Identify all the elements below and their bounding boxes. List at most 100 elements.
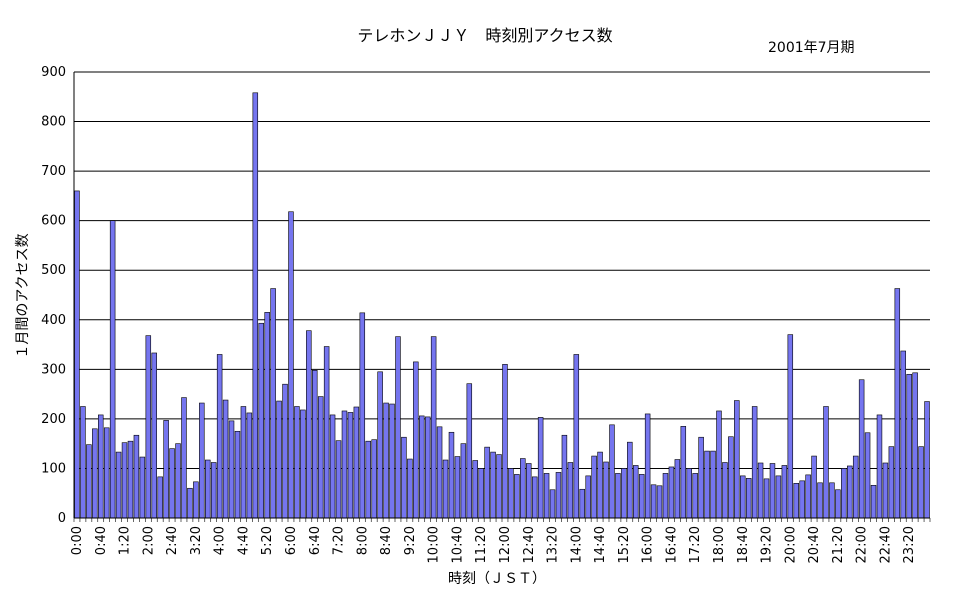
x-tick-label: 22:00: [855, 526, 870, 563]
y-tick-label: 600: [41, 214, 66, 229]
bar: [264, 312, 270, 519]
bar: [686, 468, 692, 519]
bar: [74, 190, 80, 519]
x-tick-label: 23:20: [902, 526, 917, 563]
bar: [716, 410, 722, 519]
x-tick-label: 2:00: [141, 526, 156, 555]
bar: [537, 417, 544, 519]
x-tick-label: 1:20: [118, 526, 133, 555]
x-tick-label: 8:00: [355, 526, 370, 555]
x-tick-label: 0:00: [70, 526, 85, 555]
x-tick-label: 16:00: [641, 526, 656, 563]
chart-title: テレホンＪＪＹ 時刻別アクセス数: [357, 26, 613, 45]
x-tick-label: 10:40: [450, 526, 465, 563]
bar: [216, 354, 223, 519]
y-tick-label: 500: [41, 263, 66, 278]
bar: [163, 420, 169, 519]
bar: [103, 427, 110, 519]
bar: [734, 400, 740, 519]
bar: [377, 371, 383, 519]
bar: [389, 403, 395, 519]
bar: [763, 478, 770, 519]
bar: [573, 354, 580, 519]
bar: [240, 406, 247, 519]
x-tick-label: 18:40: [736, 526, 751, 563]
bar: [323, 346, 330, 519]
bar: [680, 426, 687, 519]
x-tick-label: 12:40: [522, 526, 537, 563]
bar: [115, 451, 122, 519]
bar: [787, 334, 794, 519]
bar: [698, 436, 704, 519]
bar: [401, 436, 407, 519]
bar: [502, 364, 508, 519]
bar: [621, 468, 627, 519]
bar: [894, 288, 901, 519]
bar: [329, 414, 336, 519]
bar: [781, 465, 788, 519]
bar: [549, 489, 556, 519]
x-tick-label: 2:40: [165, 526, 180, 555]
bar: [454, 456, 461, 519]
bar: [835, 489, 841, 519]
bar: [864, 432, 871, 519]
bar: [145, 335, 152, 519]
x-tick-label: 22:40: [878, 526, 893, 563]
bar: [823, 406, 829, 519]
x-tick-label: 14:00: [569, 526, 584, 563]
bar: [579, 488, 585, 519]
x-tick-label: 9:20: [403, 526, 418, 555]
x-tick-label: 3:20: [189, 526, 204, 555]
bar: [531, 476, 538, 519]
bar: [157, 476, 163, 519]
y-tick-label: 0: [58, 511, 66, 526]
y-tick-label: 400: [41, 313, 66, 328]
y-tick-label: 700: [41, 164, 66, 179]
bar: [484, 446, 490, 519]
bar: [181, 397, 187, 519]
bar: [924, 401, 930, 519]
bar: [86, 444, 92, 519]
bar: [585, 475, 591, 519]
bar: [710, 450, 716, 519]
bar: [561, 434, 568, 519]
bar: [704, 450, 710, 519]
bar: [609, 424, 615, 519]
bar: [80, 406, 86, 519]
bar: [841, 468, 847, 519]
bar: [430, 336, 437, 519]
gridlines: [74, 71, 930, 469]
bar: [674, 459, 681, 519]
bar: [466, 383, 473, 519]
x-tick-label: 13:20: [546, 526, 561, 563]
bar: [526, 463, 532, 519]
bar: [472, 460, 478, 519]
bar: [508, 468, 514, 519]
bar: [442, 459, 449, 519]
x-tick-label: 10:00: [427, 526, 442, 563]
bar: [383, 402, 389, 519]
bar: [656, 485, 663, 519]
x-tick-label: 0:40: [94, 526, 109, 555]
bar: [371, 439, 377, 519]
bar: [448, 431, 455, 519]
bar: [205, 459, 211, 519]
bar: [852, 455, 859, 519]
bar: [460, 443, 467, 519]
y-tick-label: 800: [41, 115, 66, 130]
bar: [365, 440, 371, 519]
x-tick-label: 20:40: [807, 526, 822, 563]
y-tick-label: 200: [41, 412, 66, 427]
bar: [193, 481, 199, 519]
bar: [109, 220, 116, 519]
bar: [317, 396, 324, 519]
x-tick-label: 12:00: [498, 526, 513, 563]
bar: [520, 458, 526, 519]
bar: [882, 462, 889, 519]
x-tick-label: 15:20: [617, 526, 632, 563]
bar: [514, 474, 520, 519]
bar: [829, 482, 835, 519]
bar: [906, 373, 912, 519]
bar: [228, 420, 235, 519]
bar: [496, 454, 502, 519]
